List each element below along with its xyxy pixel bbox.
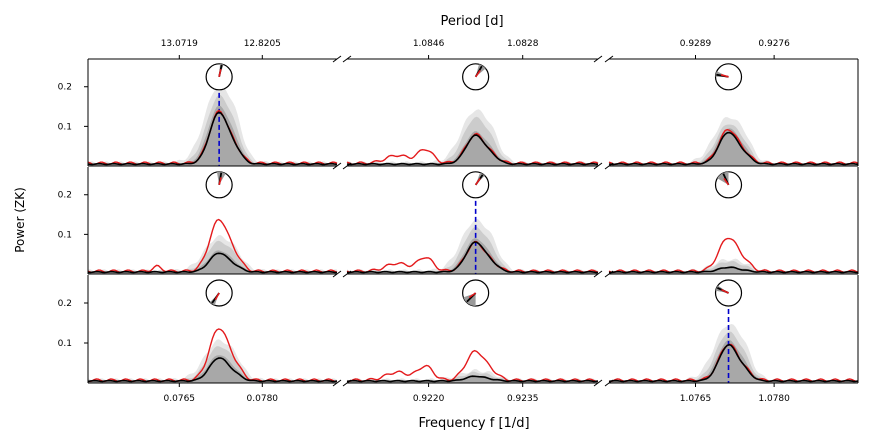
- phase-needle-observed: [720, 74, 729, 78]
- panel-r3-c3: [604, 275, 859, 387]
- period-tick-label: 12.8205: [244, 39, 281, 49]
- median-periodogram-line: [608, 343, 859, 383]
- axis-break-mark: [332, 55, 342, 63]
- spread-band-inner: [609, 128, 858, 166]
- phase-needle-observed: [218, 69, 222, 77]
- axis-break-mark: [342, 55, 352, 63]
- median-periodogram-line: [87, 252, 337, 274]
- axis-break-mark: [593, 379, 603, 387]
- axis-break-mark: [593, 55, 603, 63]
- x-tick-label: 1.0765: [680, 394, 712, 404]
- spread-band-inner: [347, 131, 598, 166]
- phase-needle-observed: [214, 292, 220, 301]
- panel-r1-c3: [604, 55, 859, 170]
- y-tick-label: 0.2: [58, 191, 72, 201]
- phase-needle-observed: [474, 177, 481, 186]
- median-periodogram-line: [346, 241, 598, 274]
- axis-break-mark: [604, 379, 614, 387]
- panel-r3-c1: 0.1 0.2: [58, 275, 342, 387]
- phase-needle-observed: [218, 177, 222, 186]
- x-axis-label: Frequency f [1/d]: [418, 416, 529, 431]
- period-tick-label: 0.9289: [680, 39, 712, 49]
- panel-r2-c3: [604, 167, 859, 278]
- spread-band-inner: [88, 355, 337, 383]
- panel-r2-c2: [342, 171, 603, 278]
- axis-break-mark: [604, 55, 614, 63]
- spread-band-inner: [88, 250, 337, 274]
- axis-break-mark: [604, 270, 614, 278]
- axis-break-mark: [332, 270, 342, 278]
- period-tick-label: 0.9276: [758, 39, 790, 49]
- x-tick-label: 0.0765: [164, 394, 196, 404]
- axis-break-mark: [342, 270, 352, 278]
- y-tick-label: 0.1: [58, 122, 72, 132]
- median-periodogram-line: [608, 131, 859, 166]
- panel-grid: 0.1 0.2 0.1 0.2 0.1 0.2 0.0765 0.0780 13.0719 12.…: [58, 39, 859, 404]
- phase-needle-observed: [474, 69, 481, 78]
- median-periodogram-line: [87, 111, 338, 166]
- axis-break-mark: [342, 162, 352, 170]
- median-periodogram-line: [87, 357, 338, 383]
- phase-needle-observed: [723, 177, 730, 186]
- median-periodogram-line: [346, 375, 599, 383]
- axis-break-mark: [342, 379, 352, 387]
- y-tick-label: 0.1: [58, 339, 72, 349]
- spread-band-inner: [347, 238, 598, 274]
- x-tick-label: 1.0780: [758, 394, 790, 404]
- chart-title: Period [d]: [440, 14, 503, 29]
- panel-r1-c2: [342, 55, 603, 170]
- spread-band-inner: [609, 339, 858, 383]
- panel-r3-c2: [342, 279, 603, 387]
- y-tick-label: 0.2: [58, 83, 72, 93]
- period-tick-label: 1.0828: [507, 39, 539, 49]
- median-periodogram-line: [346, 134, 599, 166]
- panel-r1-c1: 0.1 0.2: [58, 55, 342, 170]
- phase-needle-observed: [721, 288, 729, 294]
- spread-band-inner: [88, 105, 337, 166]
- axis-break-mark: [604, 162, 614, 170]
- axis-break-mark: [332, 162, 342, 170]
- y-tick-label: 0.2: [58, 299, 72, 309]
- y-tick-label: 0.1: [58, 230, 72, 240]
- axis-break-mark: [593, 270, 603, 278]
- period-tick-label: 1.0846: [413, 39, 445, 49]
- axis-break-mark: [593, 162, 603, 170]
- y-axis-label: Power (ZK): [13, 187, 27, 253]
- panel-r2-c1: 0.1 0.2: [58, 167, 342, 278]
- median-periodogram-line: [608, 266, 858, 274]
- x-tick-label: 0.9220: [413, 394, 445, 404]
- period-tick-label: 13.0719: [161, 39, 198, 49]
- axis-break-mark: [332, 379, 342, 387]
- x-tick-label: 0.0780: [247, 394, 279, 404]
- x-tick-label: 0.9235: [507, 394, 539, 404]
- phase-needle-observed: [468, 292, 477, 299]
